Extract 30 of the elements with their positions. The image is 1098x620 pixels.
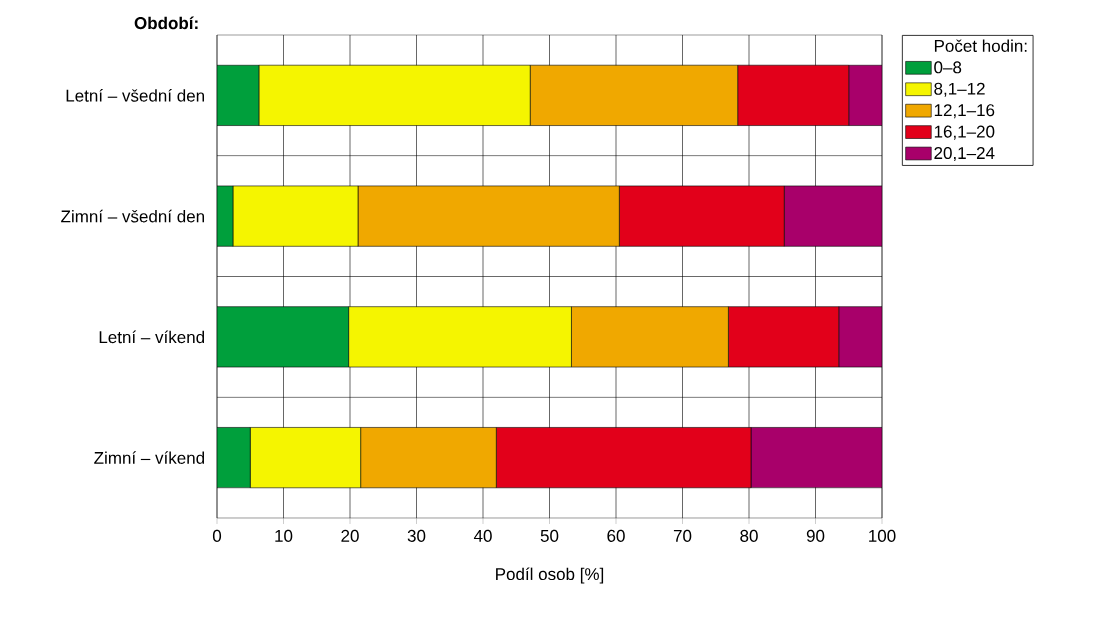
bar bbox=[217, 306, 349, 368]
y-tick-label: Letní – všední den bbox=[66, 89, 205, 102]
x-tick-label: 20 bbox=[341, 529, 359, 542]
x-tick-label: 30 bbox=[407, 529, 426, 542]
x-tick-label: 100 bbox=[869, 529, 896, 542]
y-tick-label: Letní – víkend bbox=[99, 330, 205, 344]
legend-title: Počet hodin: bbox=[934, 39, 1027, 52]
bar bbox=[838, 306, 882, 368]
bar bbox=[783, 185, 882, 247]
x-tick-label: 70 bbox=[673, 529, 692, 542]
y-axis-title: Období: bbox=[134, 16, 198, 30]
x-axis-title: Podíl osob [%] bbox=[496, 567, 604, 584]
y-tick-label: Zimní – víkend bbox=[94, 451, 205, 464]
legend-label: 8,1–12 bbox=[934, 82, 985, 97]
legend-label: 16,1–20 bbox=[934, 125, 995, 140]
bar bbox=[848, 64, 882, 126]
legend-label: 12,1–16 bbox=[934, 104, 995, 119]
bar bbox=[750, 427, 882, 489]
x-tick-label: 40 bbox=[473, 529, 492, 542]
x-tick-label: 60 bbox=[607, 529, 625, 542]
legend-label: 0–8 bbox=[934, 61, 962, 74]
x-tick-label: 50 bbox=[540, 529, 559, 542]
x-tick-label: 90 bbox=[806, 529, 825, 542]
bar bbox=[217, 64, 260, 126]
x-tick-label: 80 bbox=[740, 529, 758, 542]
x-tick-label: 10 bbox=[275, 529, 293, 542]
x-tick-label: 0 bbox=[212, 529, 222, 542]
legend-label: 20,1–24 bbox=[934, 147, 995, 162]
bar bbox=[217, 427, 251, 489]
y-tick-label: Zimní – všední den bbox=[61, 209, 205, 223]
